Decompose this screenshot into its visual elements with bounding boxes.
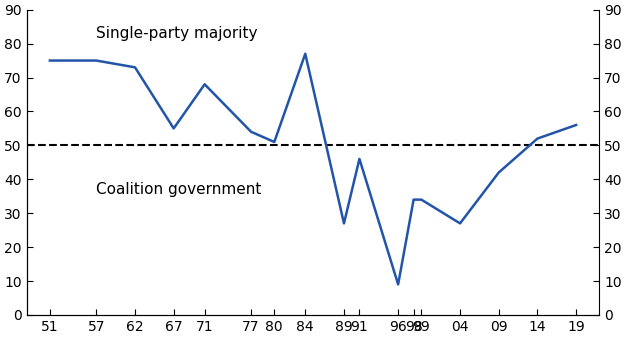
Text: Coalition government: Coalition government [96, 182, 262, 197]
Text: Single-party majority: Single-party majority [96, 26, 258, 41]
